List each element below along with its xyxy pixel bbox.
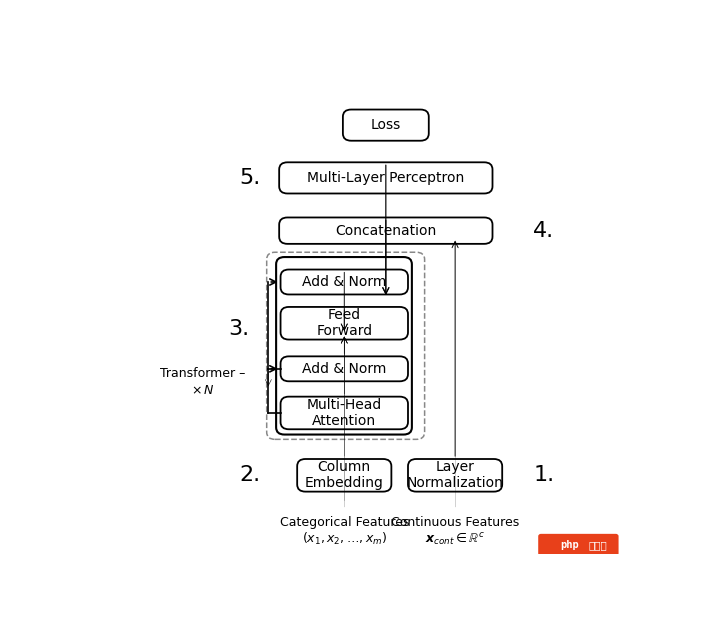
Text: Add & Norm: Add & Norm — [302, 362, 387, 376]
Text: Column
Embedding: Column Embedding — [305, 460, 384, 490]
FancyBboxPatch shape — [280, 307, 408, 340]
Text: $\times\,N$: $\times\,N$ — [191, 384, 214, 397]
Text: 3.: 3. — [228, 319, 250, 339]
Text: Add & Norm: Add & Norm — [302, 275, 387, 289]
FancyBboxPatch shape — [343, 110, 429, 141]
FancyBboxPatch shape — [280, 356, 408, 381]
Text: Categorical Features
$(x_1, x_2, \ldots, x_m)$: Categorical Features $(x_1, x_2, \ldots,… — [280, 516, 409, 547]
FancyBboxPatch shape — [280, 397, 408, 429]
Text: 中文网: 中文网 — [588, 540, 607, 550]
Text: 5.: 5. — [240, 168, 261, 188]
Text: Multi-Head
Attention: Multi-Head Attention — [307, 398, 382, 428]
Text: Loss: Loss — [370, 118, 401, 132]
Text: Continuous Features
$\boldsymbol{x}_{cont} \in \mathbb{R}^c$: Continuous Features $\boldsymbol{x}_{con… — [391, 516, 519, 547]
FancyBboxPatch shape — [276, 257, 412, 435]
FancyBboxPatch shape — [297, 459, 391, 492]
FancyBboxPatch shape — [279, 163, 493, 194]
Text: Layer
Normalization: Layer Normalization — [407, 460, 503, 490]
FancyBboxPatch shape — [408, 459, 502, 492]
Text: Multi-Layer Perceptron: Multi-Layer Perceptron — [307, 171, 465, 185]
FancyBboxPatch shape — [279, 217, 493, 244]
Text: Transformer –: Transformer – — [160, 367, 246, 379]
Text: 4.: 4. — [533, 221, 554, 240]
Text: 1.: 1. — [533, 465, 554, 485]
Text: Concatenation: Concatenation — [335, 224, 436, 237]
FancyBboxPatch shape — [280, 270, 408, 295]
Text: 2.: 2. — [240, 465, 261, 485]
Text: php: php — [561, 540, 579, 550]
Text: Feed
Forward: Feed Forward — [316, 308, 373, 338]
FancyBboxPatch shape — [538, 534, 618, 556]
